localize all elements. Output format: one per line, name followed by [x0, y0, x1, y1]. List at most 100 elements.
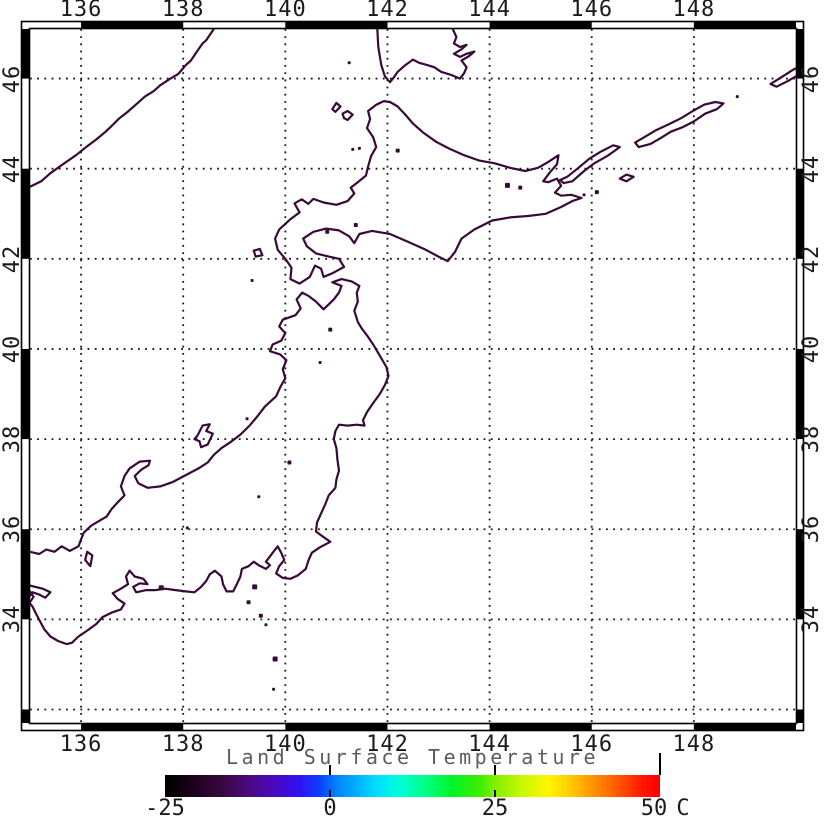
lat-tick-label-right: 36 — [799, 514, 824, 544]
colorbar-tick-top — [659, 753, 661, 775]
lake-or-islet-dot — [250, 278, 254, 282]
lat-tick-label-right: 42 — [799, 244, 824, 274]
lake-or-islet-dot — [264, 623, 268, 627]
lake-or-islet-dot — [287, 460, 292, 465]
lon-tick-label-bottom: 148 — [672, 732, 716, 757]
lat-tick-label-right: 40 — [799, 334, 824, 364]
zebra-segment-top — [81, 22, 184, 29]
lon-tick-label-top: 138 — [161, 0, 205, 22]
lon-tick-label-bottom: 142 — [366, 732, 409, 757]
coastline-shikotan — [618, 173, 635, 183]
lake-or-islet-dot — [272, 687, 276, 691]
zebra-segment-bottom — [693, 723, 796, 731]
colorbar-tick-bottom — [494, 790, 496, 797]
lake-or-islet-dot — [347, 61, 351, 65]
lake-or-islet-dot — [258, 613, 263, 618]
colorbar-tick-label: 50 — [640, 796, 668, 821]
coastline-honshu — [30, 278, 390, 646]
zebra-segment-top — [285, 22, 388, 29]
lake-or-islet-dot — [594, 190, 599, 195]
zebra-segment-right — [796, 709, 804, 723]
coastline-iturup — [633, 100, 725, 149]
colorbar-tick-bottom — [329, 790, 331, 797]
lon-tick-label-top: 142 — [366, 0, 409, 22]
coastline-biwa — [84, 550, 94, 568]
zebra-segment-bottom — [285, 723, 388, 731]
coastline-urup — [769, 66, 796, 88]
zebra-segment-bottom — [81, 723, 184, 731]
lake-or-islet-dot — [158, 585, 164, 591]
lake-or-islet-dot — [504, 182, 510, 188]
coastline-russia_mainland — [30, 29, 215, 188]
lake-or-islet-dot — [325, 229, 330, 234]
lat-tick-label-left: 46 — [0, 64, 25, 93]
colorbar-unit-label: C — [676, 796, 690, 821]
zebra-segment-left — [22, 29, 29, 79]
coastline-sado — [193, 423, 214, 449]
lat-tick-label-left: 34 — [0, 605, 25, 634]
zebra-segment-right — [796, 168, 804, 259]
colorbar-tick-label: 0 — [323, 796, 337, 821]
zebra-segment-top — [489, 22, 592, 29]
lat-tick-label-left: 40 — [0, 334, 25, 364]
coastline-rishiri — [341, 109, 354, 122]
zebra-segment-left — [22, 529, 29, 620]
zebra-segment-top — [693, 22, 796, 29]
zebra-segment-left — [22, 709, 29, 723]
coastline-okushiri — [252, 247, 264, 258]
lon-tick-label-top: 148 — [672, 0, 716, 22]
lake-or-islet-dot — [185, 526, 189, 530]
coastline-sakhalin — [376, 29, 476, 84]
zebra-segment-right — [796, 529, 804, 620]
colorbar-tick-top — [329, 765, 331, 775]
zebra-segment-right — [796, 29, 804, 79]
coastline-osaka_bay — [30, 584, 52, 599]
lat-tick-label-right: 38 — [799, 424, 824, 454]
lat-tick-label-left: 36 — [0, 514, 25, 544]
plot-title: Land Surface Temperature — [226, 745, 599, 769]
lat-tick-label-left: 42 — [0, 244, 25, 274]
colorbar-tick-label: 25 — [481, 796, 509, 821]
lon-tick-label-top: 144 — [468, 0, 511, 22]
lat-tick-label-right: 44 — [799, 154, 824, 183]
lon-tick-label-bottom: 138 — [161, 732, 205, 757]
lat-tick-label-right: 34 — [799, 605, 824, 634]
lat-tick-label-left: 44 — [0, 154, 25, 183]
lat-tick-label-right: 46 — [799, 64, 824, 93]
lake-or-islet-dot — [582, 193, 586, 197]
lake-or-islet-dot — [318, 360, 322, 364]
coastline-hokkaido — [274, 99, 583, 285]
lake-or-islet-dot — [246, 600, 251, 605]
lake-or-islet-dot — [257, 495, 261, 499]
zebra-segment-left — [22, 348, 29, 440]
map-frame — [20, 20, 805, 732]
lake-or-islet-dot — [351, 147, 355, 151]
zebra-segment-right — [796, 348, 804, 440]
lon-tick-label-top: 136 — [59, 0, 103, 22]
coastline-kunashir — [558, 144, 621, 185]
lon-tick-label-bottom: 136 — [59, 732, 103, 757]
lake-or-islet-dot — [353, 223, 358, 228]
lake-or-islet-dot — [328, 327, 333, 332]
lake-or-islet-dot — [357, 146, 361, 150]
colorbar-tick-top — [494, 765, 496, 775]
lake-or-islet-dot — [252, 584, 258, 590]
lon-tick-label-bottom: 146 — [570, 732, 614, 757]
lon-tick-label-top: 140 — [263, 0, 307, 22]
colorbar — [165, 775, 660, 797]
coastlines — [30, 29, 796, 691]
lake-or-islet-dot — [245, 417, 249, 421]
lake-or-islet-dot — [518, 185, 523, 190]
lon-tick-label-top: 146 — [570, 0, 614, 22]
zebra-segment-bottom — [489, 723, 592, 731]
lon-tick-label-bottom: 140 — [263, 732, 307, 757]
outer-frame-line — [20, 20, 805, 732]
coastline-awaji_partial — [30, 590, 35, 604]
zebra-border — [22, 22, 804, 731]
zebra-segment-left — [22, 168, 29, 259]
colorbar-tick-label: -25 — [145, 796, 185, 821]
coastline-rebun — [331, 101, 342, 114]
lake-or-islet-dot — [735, 95, 739, 99]
